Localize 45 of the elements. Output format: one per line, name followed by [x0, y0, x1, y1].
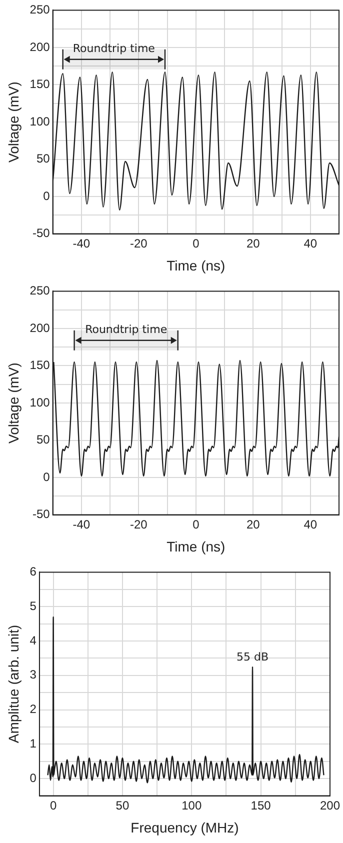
y-tick-label: 5 [30, 598, 37, 613]
y-tick-label: 150 [30, 77, 50, 92]
x-tick-label: 20 [246, 517, 260, 532]
y-tick-label: 200 [30, 40, 50, 54]
x-tick-label: 100 [182, 798, 202, 812]
y-tick-label: 0 [43, 470, 50, 484]
x-tick-label: 150 [250, 798, 272, 812]
x-tick-label: -20 [130, 236, 148, 250]
x-tick-label: -20 [130, 517, 148, 532]
y-tick-label: 3 [30, 668, 37, 682]
y-axis-title: Voltage (mV) [5, 82, 22, 162]
line-series [47, 616, 324, 784]
y-tick-label: 250 [30, 284, 50, 298]
y-tick-label: 200 [30, 320, 50, 335]
y-tick-label: -50 [32, 507, 50, 522]
band-label: Roundtrip time [85, 322, 168, 336]
y-tick-label: 4 [30, 633, 37, 648]
x-tick-label: 0 [192, 517, 200, 532]
y-tick-label: 0 [30, 770, 37, 785]
y-tick-label: 50 [36, 432, 50, 447]
y-tick-label: 100 [30, 114, 50, 128]
x-axis-title: Time (ns) [166, 257, 226, 274]
x-tick-label: 50 [116, 798, 130, 812]
y-tick-label: 50 [36, 152, 50, 166]
x-axis-title: Frequency (MHz) [130, 819, 239, 836]
y-tick-label: 1 [30, 736, 37, 751]
x-tick-label: 40 [304, 236, 318, 250]
x-tick-label: -40 [72, 517, 90, 532]
y-tick-label: 0 [43, 188, 50, 203]
x-tick-label: -40 [72, 236, 90, 250]
x-tick-label: 40 [304, 517, 318, 532]
y-axis-title: Voltage (mV) [5, 362, 22, 444]
y-tick-label: 150 [30, 358, 50, 372]
y-tick-label: 6 [30, 564, 37, 579]
x-tick-label: 20 [246, 236, 260, 250]
y-tick-label: 250 [30, 2, 50, 17]
x-axis-title: Time (ns) [166, 538, 226, 554]
y-tick-label: 2 [30, 702, 37, 716]
y-tick-label: 100 [30, 395, 50, 410]
x-tick-label: 0 [192, 236, 200, 250]
y-tick-label: -50 [32, 226, 50, 240]
band-label: Roundtrip time [72, 42, 156, 55]
x-tick-label: 200 [320, 798, 340, 812]
y-axis-title: Amplitue (arb. unit) [5, 624, 22, 744]
annotation: 55 dB [236, 650, 269, 664]
